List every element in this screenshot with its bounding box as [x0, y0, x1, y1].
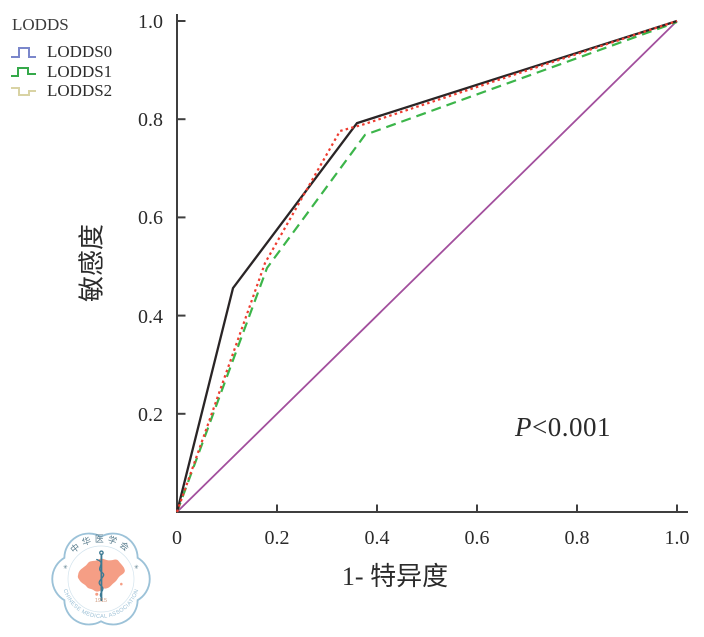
logo-year: 1915: [95, 598, 107, 604]
logo-star-right-icon: ✳: [134, 564, 139, 571]
legend: LODDS LODDS0 LODDS1 LODDS2: [10, 15, 112, 101]
logo-inner-ring: [67, 545, 135, 613]
reference-diagonal-line: [176, 20, 678, 513]
step-line-icon: [11, 67, 36, 78]
legend-label: LODDS2: [47, 81, 113, 101]
roc-curve-lodds2: [175, 20, 678, 513]
y-axis-ticks: [177, 20, 186, 415]
legend-item-lodds2: LODDS2: [10, 81, 112, 101]
y-tick-label: 0.6: [138, 207, 163, 229]
legend-item-lodds0: LODDS0: [10, 42, 112, 62]
legend-label: LODDS1: [47, 61, 113, 81]
x-tick-label: 0.8: [565, 527, 590, 549]
y-axis-title: 敏感度: [77, 223, 107, 303]
x-axis-title: 1- 特异度: [341, 562, 449, 591]
roc-curve-lodds0: [175, 19, 678, 513]
cma-logo: 中华医学会 ✳ ✳ 1915 CHINESE MEDICAL ASSOCIATI…: [51, 532, 151, 626]
p-value-annotation: P<0.001: [515, 412, 611, 442]
asclepius-staff-icon: [96, 550, 105, 602]
x-axis-ticks: [276, 504, 678, 512]
y-tick-label: 0.2: [138, 404, 163, 426]
legend-title: LODDS: [12, 15, 69, 34]
x-tick-label: 0.6: [465, 527, 490, 549]
x-tick-label: 1.0: [665, 527, 690, 549]
y-tick-label: 0.8: [138, 109, 163, 131]
step-line-icon: [11, 86, 36, 96]
x-tick-label: 0: [172, 527, 182, 549]
x-tick-label: 0.4: [365, 527, 390, 549]
legend-item-lodds1: LODDS1: [10, 62, 112, 82]
y-tick-label: 1.0: [138, 11, 163, 33]
logo-star-left-icon: ✳: [63, 564, 68, 571]
y-tick-label: 0.4: [138, 306, 163, 328]
step-line-icon: [11, 46, 36, 58]
legend-label: LODDS0: [47, 42, 113, 62]
x-tick-label: 0.2: [265, 527, 290, 549]
